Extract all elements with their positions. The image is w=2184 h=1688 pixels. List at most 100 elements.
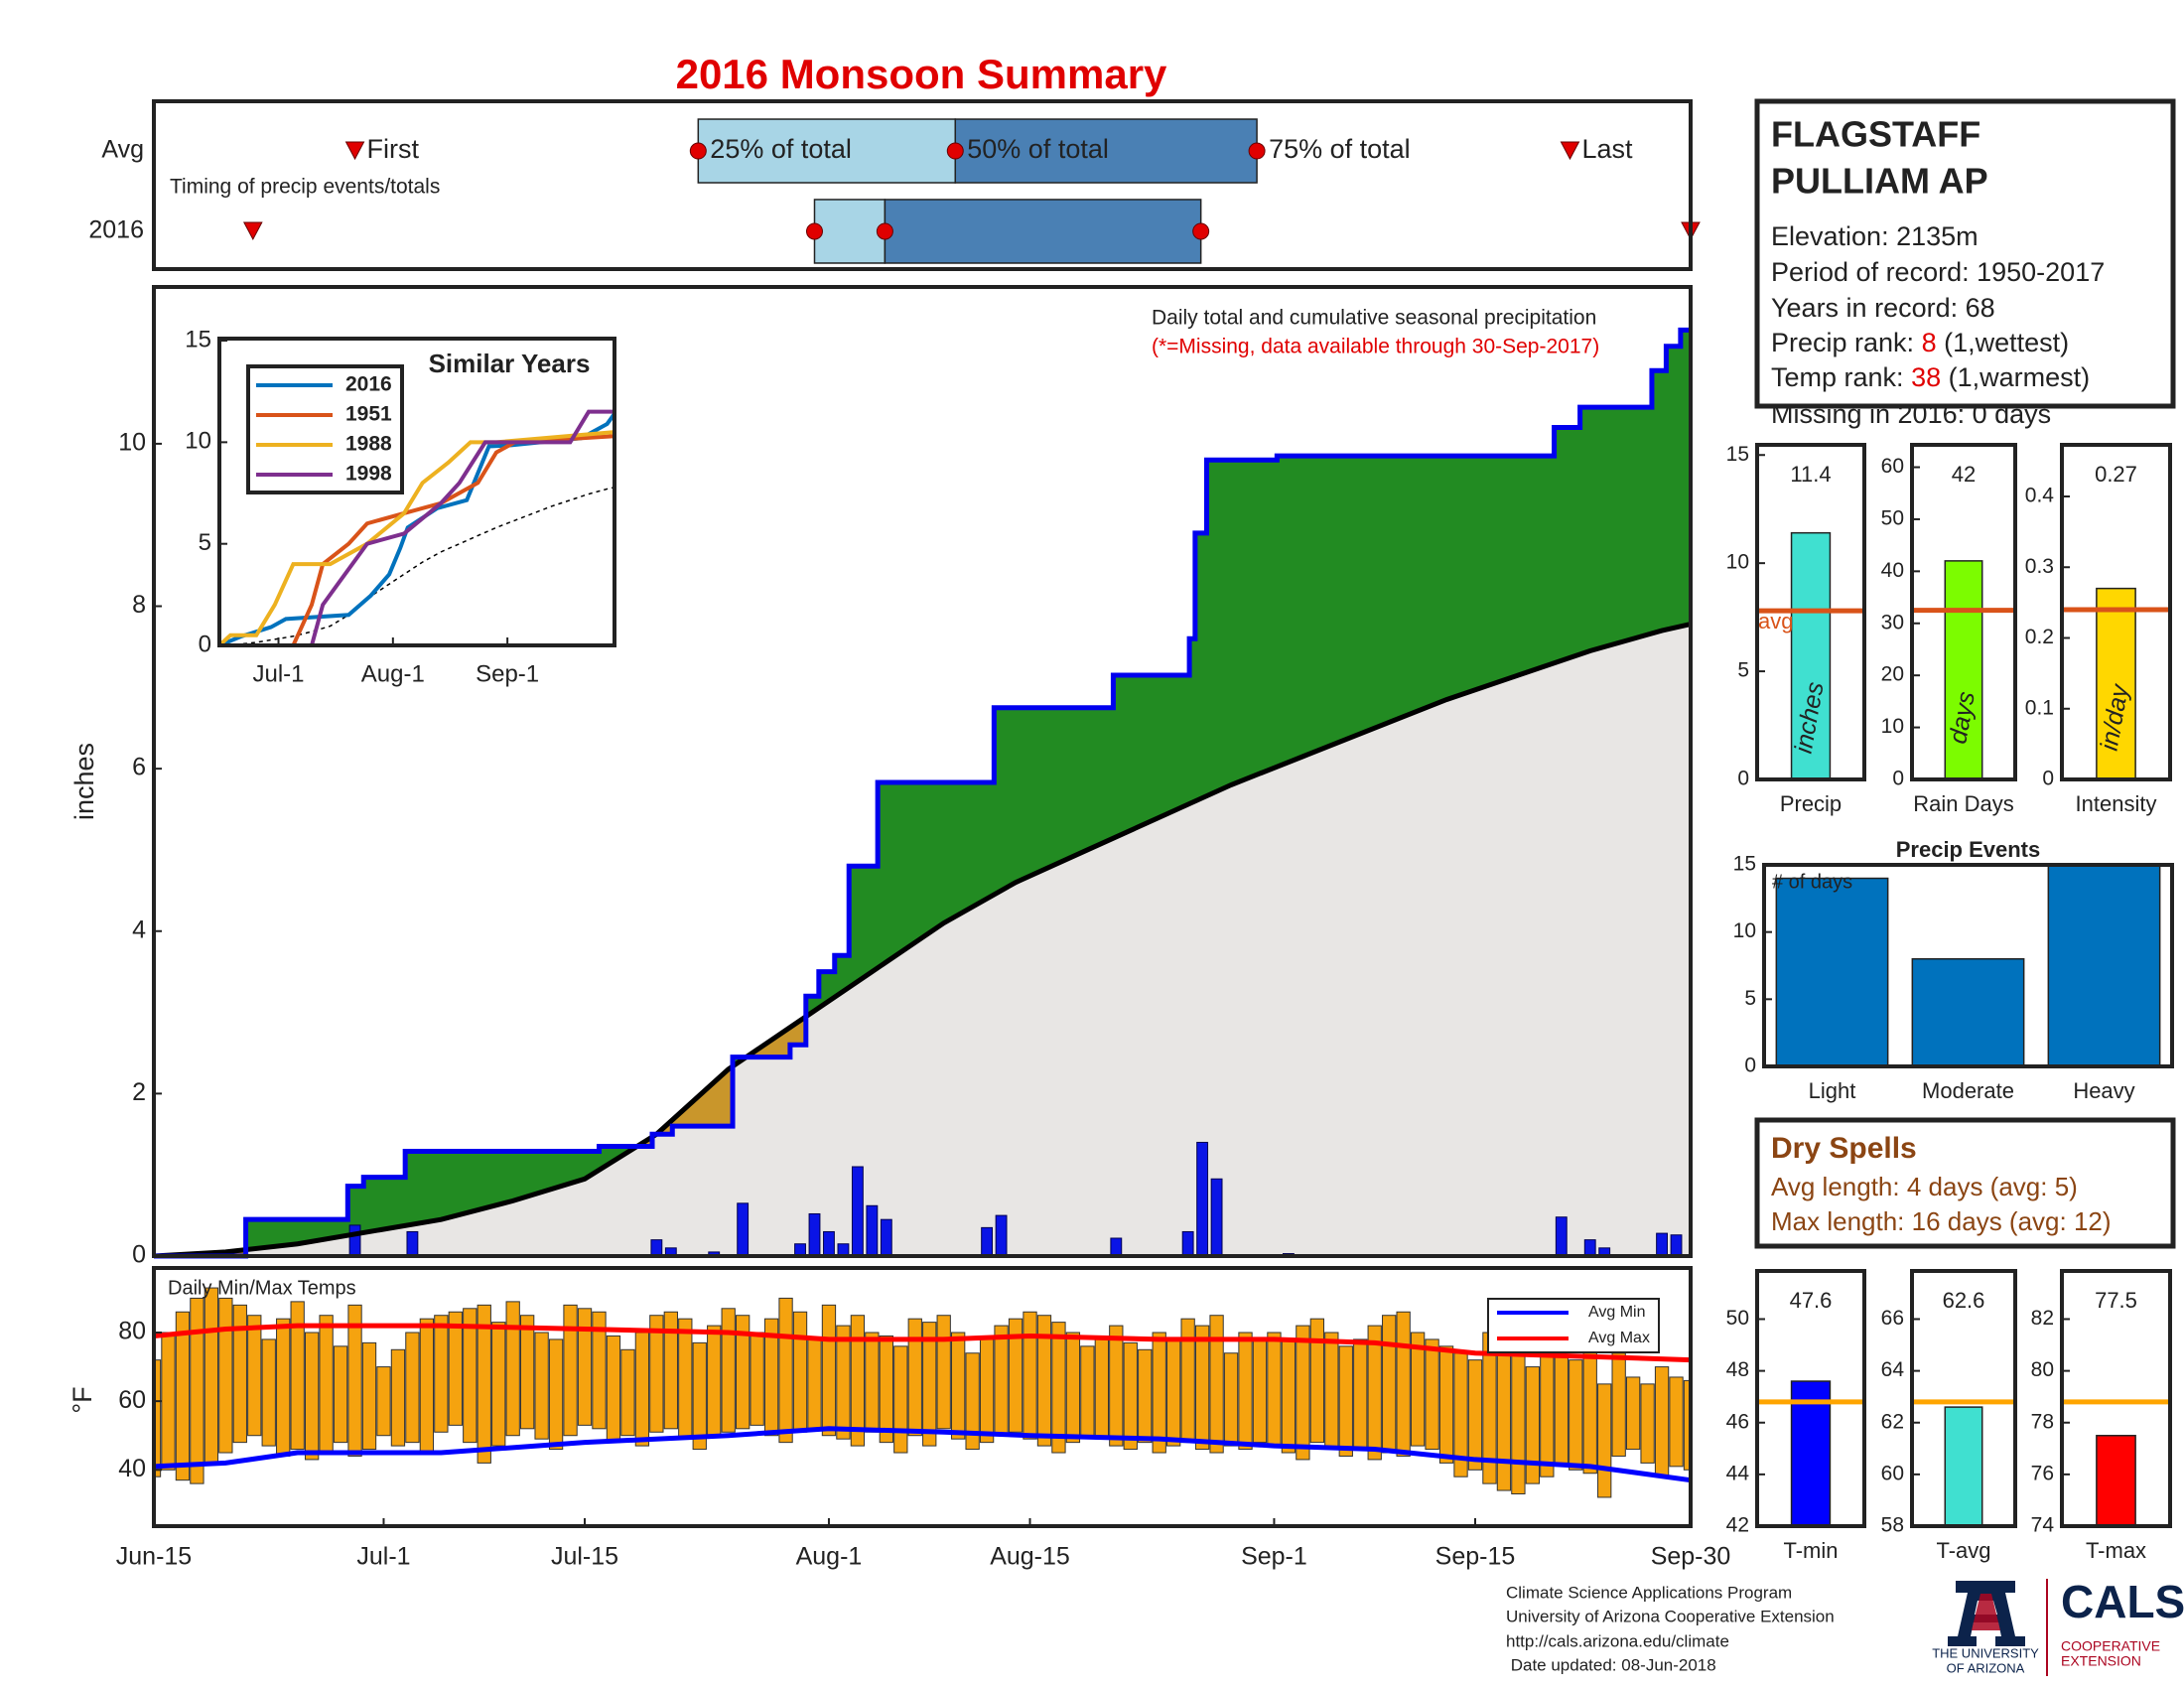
x-tick-label: Sep-1 <box>1241 1543 1307 1571</box>
y-tick-label: 6 <box>132 754 146 781</box>
timeline-subtitle: Timing of precip events/totals <box>170 176 440 199</box>
value-label: 11.4 <box>1790 462 1831 487</box>
inset-title: Similar Years <box>429 349 591 378</box>
chart-note: Daily total and cumulative seasonal prec… <box>1152 307 1596 330</box>
x-tick-label: Aug-1 <box>361 660 425 687</box>
temp-bar <box>190 1297 205 1484</box>
marker-label: 25% of total <box>710 134 852 164</box>
x-tick-label: Jul-15 <box>551 1543 618 1571</box>
temp-bar <box>994 1325 1009 1437</box>
temp-bar <box>577 1308 593 1426</box>
timing-triangle <box>242 221 263 241</box>
temp-bar <box>1353 1338 1368 1451</box>
footer-line: University of Arizona Cooperative Extens… <box>1506 1607 1835 1625</box>
temp-bar <box>1554 1355 1569 1464</box>
timing-dot <box>805 222 823 240</box>
temp-bar <box>333 1345 348 1444</box>
chart-note: # of days <box>1772 871 1852 893</box>
x-tick-label: Jul-1 <box>356 1543 410 1571</box>
category-label: Precip <box>1780 791 1842 816</box>
dry-spells-max: Max length: 16 days (avg: 12) <box>1771 1206 2112 1236</box>
temp-bar <box>1425 1338 1439 1451</box>
category-label: Intensity <box>2076 791 2157 816</box>
temp-bar <box>232 1304 247 1444</box>
temp-bar <box>592 1311 607 1430</box>
logo-text: THE UNIVERSITY <box>1932 1645 2039 1660</box>
timing-dot <box>946 142 964 160</box>
y-tick-label: 40 <box>118 1455 146 1482</box>
daily-bar <box>1555 1216 1568 1257</box>
temp-bar <box>477 1304 491 1464</box>
temp-bar <box>1324 1332 1339 1451</box>
x-tick-label: Sep-1 <box>476 660 539 687</box>
legend-label: 1951 <box>345 403 392 426</box>
y-tick-label: 0.4 <box>2025 485 2055 507</box>
temp-bar <box>204 1287 219 1464</box>
temp-bar <box>1611 1352 1626 1457</box>
y-tick-label: 0 <box>199 631 211 657</box>
temp-bar <box>1540 1338 1555 1477</box>
x-tick-label: Jun-15 <box>116 1543 192 1571</box>
legend-label: 1988 <box>345 433 392 456</box>
temp-bar <box>1152 1332 1166 1454</box>
y-tick-label: 0 <box>2042 768 2054 790</box>
timing-dot <box>1192 222 1210 240</box>
precip-rank-label: Precip rank: <box>1771 328 1914 357</box>
y-tick-label: 10 <box>1881 715 1904 738</box>
temp-bar <box>850 1315 866 1447</box>
daily-bar <box>348 1224 361 1257</box>
temp-bar <box>1525 1366 1541 1484</box>
daily-bar <box>1656 1232 1668 1257</box>
temp-bar <box>778 1297 793 1444</box>
bar <box>2047 864 2161 1067</box>
y-tick-label: 5 <box>1744 987 1756 1010</box>
daily-bar <box>406 1230 419 1257</box>
value-label: 0.27 <box>2095 462 2137 487</box>
y-tick-label: 30 <box>1881 611 1904 633</box>
temp-bar <box>161 1332 176 1471</box>
temp-bar <box>865 1332 880 1433</box>
temp-bar <box>1051 1322 1066 1454</box>
early-box <box>813 199 887 264</box>
daily-bar <box>995 1214 1008 1257</box>
temp-bar <box>1065 1332 1081 1444</box>
bar <box>1911 957 2025 1067</box>
y-tick-label: 44 <box>1726 1462 1750 1484</box>
page-title: 2016 Monsoon Summary <box>676 51 1167 97</box>
temp-bar <box>491 1322 506 1447</box>
temp-bar <box>1683 1379 1691 1471</box>
y-tick-label: 15 <box>185 326 211 352</box>
y-tick-label: 10 <box>118 429 146 457</box>
temp-bar <box>634 1332 650 1447</box>
y-tick-label: 15 <box>1733 853 1756 876</box>
temp-bar <box>563 1304 578 1437</box>
y-tick-label: 8 <box>132 591 146 619</box>
average-line <box>219 487 614 645</box>
temp-bar <box>1194 1325 1210 1451</box>
temp-bar <box>290 1301 305 1451</box>
temp-bar <box>763 1318 779 1437</box>
station-years: Years in record: 68 <box>1771 293 1995 323</box>
precip-rank: Precip rank: 8 (1,wettest) <box>1771 328 2069 357</box>
temp-bar <box>922 1322 937 1447</box>
dry-spells-avg: Avg length: 4 days (avg: 5) <box>1771 1172 2078 1201</box>
chart-note: (*=Missing, data available through 30-Se… <box>1152 336 1599 358</box>
temp-bar <box>1640 1383 1655 1464</box>
temp-bar <box>505 1301 520 1437</box>
temp-bar <box>1396 1311 1411 1457</box>
y-tick-label: 0.1 <box>2025 696 2054 719</box>
avg-temp-line <box>153 1426 1692 1483</box>
y-tick-label: 10 <box>1733 919 1756 942</box>
y-tick-label: 10 <box>185 428 211 455</box>
y-tick-label: 78 <box>2031 1410 2054 1433</box>
daily-bar <box>1670 1234 1683 1257</box>
axes-frame <box>152 99 1693 271</box>
temp-bar <box>1267 1332 1282 1447</box>
temp-bar <box>1123 1341 1138 1451</box>
daily-bar <box>737 1202 750 1257</box>
value-label: 47.6 <box>1790 1288 1833 1313</box>
temp-bar <box>1094 1338 1109 1440</box>
daily-bar <box>1181 1230 1194 1257</box>
y-tick-label: 64 <box>1881 1358 1905 1381</box>
temp-bar <box>218 1297 233 1454</box>
